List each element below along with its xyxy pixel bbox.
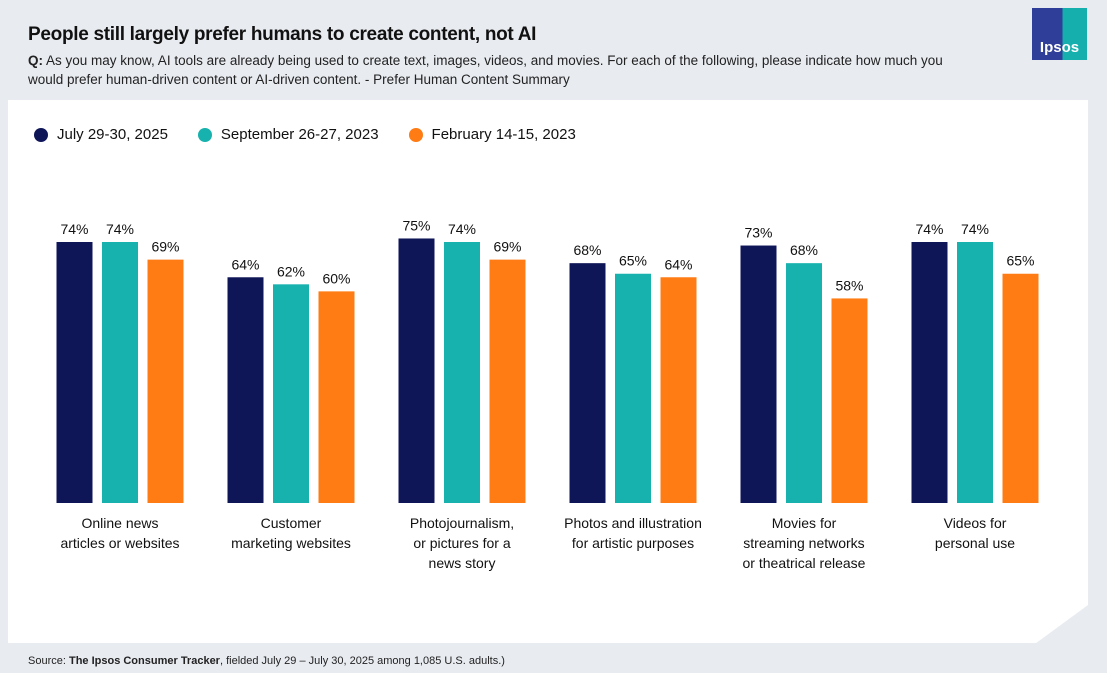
data-label: 74% [106,221,134,237]
bar [1002,273,1039,503]
bar [147,259,184,503]
category-label-line: Photojournalism, [409,515,515,531]
logo-text: Ipsos [1039,39,1080,56]
bar [102,242,138,503]
category-label-line: or theatrical release [742,555,866,571]
category-label-line: marketing websites [231,535,351,551]
data-label: 64% [664,256,692,272]
legend-label: July 29-30, 2025 [57,126,168,143]
category-label-line: news story [428,555,496,571]
category-label: Photojournalism, or pictures for a news st… [377,513,547,573]
bar [489,259,526,503]
source-prefix: Source: [28,655,69,667]
chart-card [8,100,1088,643]
bar [740,245,777,503]
bar [615,273,651,503]
legend-swatch [34,127,48,142]
question-body: As you may know, AI tools are already be… [28,53,943,87]
data-label: 69% [151,239,179,255]
source-name: The Ipsos Consumer Tracker [68,655,220,667]
category-label: Movies for streaming networks or theatrica… [719,513,889,573]
bar [56,242,93,503]
category-label-line: Movies for [771,515,837,531]
bar [911,242,948,503]
bar [831,298,868,503]
legend-item: September 26-27, 2023 [197,126,379,143]
data-label: 74% [961,221,989,237]
question-prefix: Q: [28,53,43,68]
data-label: 68% [573,242,601,258]
category-label: Videos for personal use [890,513,1060,553]
legend-label: February 14-15, 2023 [431,126,576,143]
data-label: 69% [493,239,521,255]
source-details: , fielded July 29 – July 30, 2025 among … [219,655,505,667]
legend-swatch [197,127,212,142]
data-label: 68% [790,242,818,258]
data-label: 60% [322,270,350,286]
category-label-line: personal use [934,535,1016,551]
data-label: 75% [402,217,430,233]
data-label: 74% [448,221,476,237]
data-label: 62% [277,263,305,279]
data-label: 64% [231,256,259,272]
legend-label: September 26-27, 2023 [220,126,379,143]
ipsos-logo: Ipsos [1032,8,1087,60]
data-label: 65% [619,253,647,269]
bar [398,238,435,504]
category-label-line: Videos for [943,515,1007,531]
legend: July 29-30, 2025 September 26-27, 2023 Feb… [34,126,576,143]
category-label-line: Online news [81,515,159,531]
bar [273,284,309,503]
bar [660,277,697,503]
bar [569,263,606,503]
bar [786,263,822,503]
category-label-line: for artistic purposes [571,535,695,551]
bar [957,242,993,503]
legend-item: July 29-30, 2025 [34,126,168,143]
category-label-line: Photos and illustration [564,515,702,531]
data-label: 65% [1006,253,1034,269]
bar [444,242,480,503]
bar [318,291,355,503]
category-label: Customer marketing websites [206,513,376,553]
data-label: 73% [744,225,772,241]
data-label: 74% [915,221,943,237]
category-label: Photos and illustration for artistic purp… [548,513,718,553]
legend-swatch [408,127,423,142]
legend-item: February 14-15, 2023 [408,126,576,143]
data-label: 58% [835,277,863,293]
question-text: Q: As you may know, AI tools are already… [28,51,968,89]
source-note: Source: The Ipsos Consumer Tracker, fiel… [28,655,505,667]
category-label-line: or pictures for a [413,535,511,551]
chart-title: People still largely prefer humans to cr… [28,24,537,45]
category-label-line: Customer [260,515,322,531]
bar [227,277,264,503]
category-label-line: articles or websites [60,535,180,551]
data-label: 74% [60,221,88,237]
category-label-line: streaming networks [743,535,865,551]
category-label: Online news articles or websites [35,513,205,553]
